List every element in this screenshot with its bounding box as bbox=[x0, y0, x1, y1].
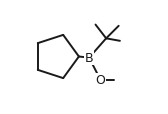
Text: O: O bbox=[96, 74, 105, 87]
Text: B: B bbox=[85, 52, 93, 65]
